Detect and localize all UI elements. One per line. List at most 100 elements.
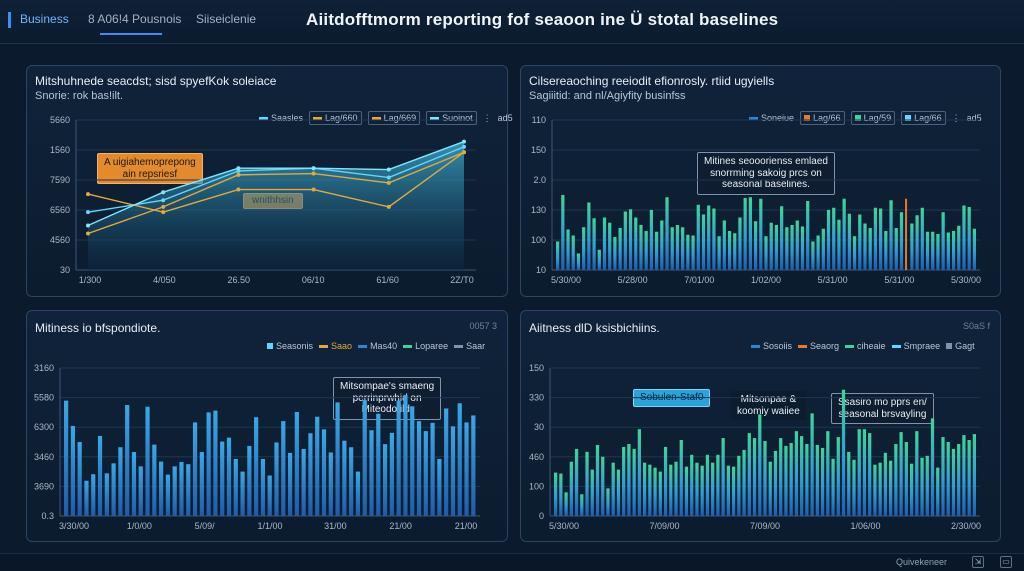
settings-icon[interactable]: ▭ [1000,556,1012,568]
legend-swatch [946,343,953,349]
bar [601,456,605,516]
data-point [161,210,166,215]
y-tick-label: 110 [532,115,546,125]
bar [628,209,633,270]
legend-extra: ad5 [497,113,513,123]
legend-swatch [845,344,855,348]
series-line [87,140,465,227]
bar [675,225,680,270]
data-point [386,175,391,180]
bar [342,440,347,516]
bar [915,215,919,270]
series-line [87,151,465,213]
bar [925,231,930,270]
bar [369,430,374,516]
status-bar: Quivekeneer ⇲ ▭ [0,553,1024,571]
chart-legend: Saasles Lag/660 Lag/669 Suoinot ⋮ ad5 [259,111,513,125]
bar [623,211,627,270]
bar [679,440,683,516]
legend-swatch [905,115,912,121]
bar [879,208,883,270]
y-tick-label: 4560 [50,235,70,245]
bar [410,406,415,516]
legend-item[interactable]: Lag/669 [367,111,421,125]
legend-item[interactable]: Lag/660 [309,111,362,125]
bar [748,197,752,270]
y-tick-label: 1560 [50,145,70,155]
legend-item[interactable]: Sosoiis [751,341,792,351]
legend-item[interactable]: Lag/66 [800,111,845,125]
bar [763,441,767,516]
bar [810,413,814,516]
bar [294,411,299,516]
bar [837,219,841,270]
bar [686,234,690,270]
bar [863,223,867,270]
legend-item[interactable]: Smpraee [891,341,940,351]
x-tick-label: 5/30/00 [551,275,581,285]
bar [674,461,678,516]
data-point [311,171,316,176]
tab-sliders[interactable]: Siiseiclenie [196,12,257,26]
bar [800,226,805,270]
tab-business[interactable]: Business [20,12,69,26]
legend-item[interactable]: Loparee [403,341,448,351]
legend-item[interactable]: Saasles [259,113,303,123]
legend-item[interactable]: Lag/66 [901,111,946,125]
x-tick-label: 21/00 [455,521,478,531]
legend-item[interactable]: Saar [454,341,485,351]
bar [70,425,75,516]
more-icon[interactable]: ⋮ [482,112,492,123]
legend-item[interactable]: ciheaie [845,341,886,351]
legend-item[interactable]: Mas40 [358,341,397,351]
bar [571,235,575,270]
export-icon[interactable]: ⇲ [972,556,984,568]
bar [681,227,685,270]
panel-title: Mitiness io bfspondiote. [35,321,161,335]
legend-item[interactable]: Gagt [946,341,975,351]
bar [627,443,631,516]
bar [632,448,636,516]
bar [711,462,715,516]
data-point [236,172,241,177]
bar [665,197,669,270]
more-icon[interactable]: ⋮ [951,112,961,123]
bar [396,400,401,516]
bar [972,228,977,270]
series-line [87,146,465,213]
bar [774,225,779,270]
top-bar: Business 8 A06!4 Pousnois Siiseiclenie A… [0,0,1024,44]
bar [821,228,825,270]
bar [382,444,388,516]
bar [936,467,940,516]
x-tick-label: 1/0/00 [127,521,152,531]
legend-swatch [749,116,758,120]
bar [233,458,238,516]
legend-extra: ad5 [966,113,982,123]
legend-item[interactable]: Saao [319,341,352,351]
legend-item[interactable]: Soneiue [749,113,794,123]
bar [889,200,893,270]
bar [355,471,361,516]
bar [118,447,123,516]
legend-item[interactable]: Seasonis [267,341,313,351]
bar [104,473,109,516]
legend-item[interactable]: Lag/59 [850,111,896,125]
bar [634,217,638,270]
bar [831,458,835,516]
tab-positions[interactable]: 8 A06!4 Pousnois [88,12,182,26]
bar [737,455,741,516]
legend-item[interactable]: Seaorg [798,341,839,351]
x-tick-label: 1/1/00 [257,521,282,531]
chart-annotation: Mitsonpae & koomiy waiiee [731,391,806,420]
bar [561,195,565,270]
legend-swatch [259,116,268,120]
tab-underline [100,33,162,35]
bar [644,231,648,270]
bar [260,458,266,516]
data-point [462,139,466,144]
legend-item[interactable]: Suoinot [426,111,477,125]
bar [287,452,293,516]
bar [637,429,641,516]
x-tick-label: 5/30/00 [549,521,579,531]
